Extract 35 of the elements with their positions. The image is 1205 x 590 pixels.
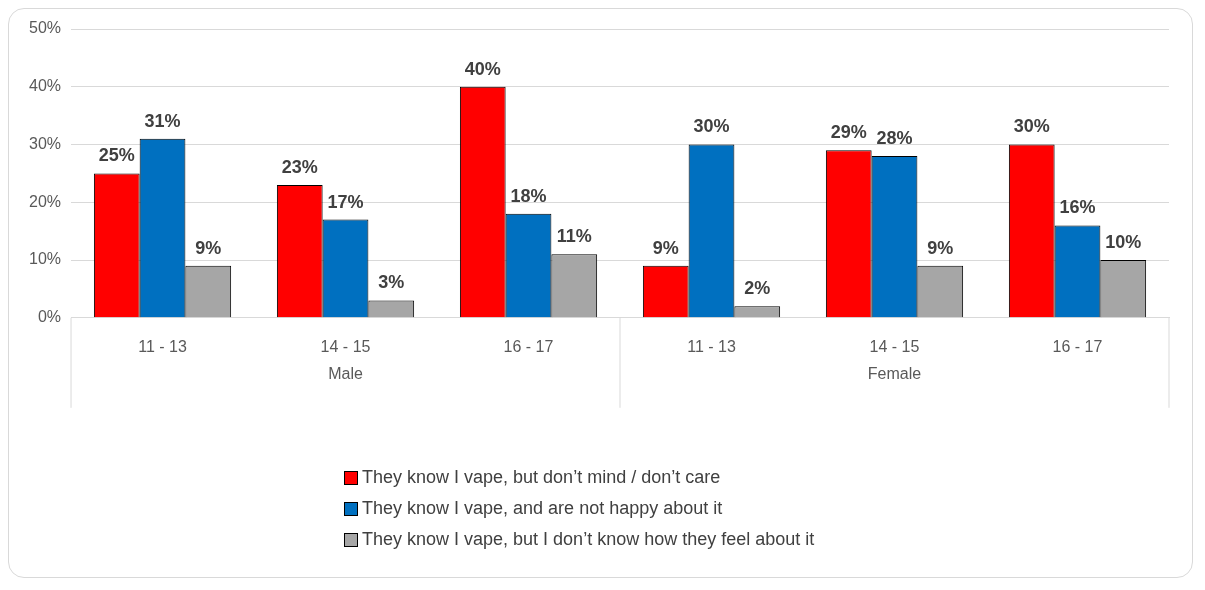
data-label: 28% — [876, 128, 913, 149]
data-label: 11% — [556, 226, 592, 247]
data-label: 30% — [693, 116, 730, 137]
x-tick-label: 11 - 13 — [687, 337, 736, 355]
text: Male — [328, 365, 363, 383]
data-label: 31% — [144, 110, 181, 131]
data-label: 30% — [1013, 116, 1050, 137]
data-label: 17% — [327, 191, 364, 212]
data-label: 16% — [1059, 197, 1096, 218]
data-label: 9% — [652, 237, 679, 258]
legend-label: They know I vape, but I don’t know how they feel about it — [362, 529, 815, 550]
x-tick-label: 16 - 17 — [503, 337, 554, 355]
y-tick-label: 10% — [28, 250, 62, 268]
text: Female — [867, 365, 922, 383]
data-label: 3% — [378, 272, 405, 293]
data-label: 9% — [195, 237, 222, 258]
data-label: 2% — [744, 278, 771, 299]
x-tick-label: 14 - 15 — [869, 337, 920, 355]
y-tick-label: 50% — [28, 19, 62, 37]
x-tick-label: 14 - 15 — [320, 337, 371, 355]
legend-label: They know I vape, and are not happy about it — [362, 498, 723, 519]
x-tick-label: 11 - 13 — [138, 337, 187, 355]
data-label: 40% — [464, 58, 501, 79]
y-tick-label: 20% — [28, 192, 62, 210]
data-label: 9% — [927, 237, 954, 258]
legend-label: They know I vape, but don’t mind / don’t care — [362, 467, 721, 488]
y-tick-label: 40% — [28, 77, 62, 95]
data-label: 23% — [281, 156, 318, 177]
x-tick-label: 16 - 17 — [1052, 337, 1103, 355]
data-label: 10% — [1105, 232, 1142, 253]
data-label: 18% — [510, 185, 547, 206]
y-tick-label: 0% — [37, 308, 62, 326]
y-tick-label: 30% — [28, 134, 62, 152]
data-label: 25% — [98, 145, 135, 166]
data-label: 29% — [830, 122, 867, 143]
